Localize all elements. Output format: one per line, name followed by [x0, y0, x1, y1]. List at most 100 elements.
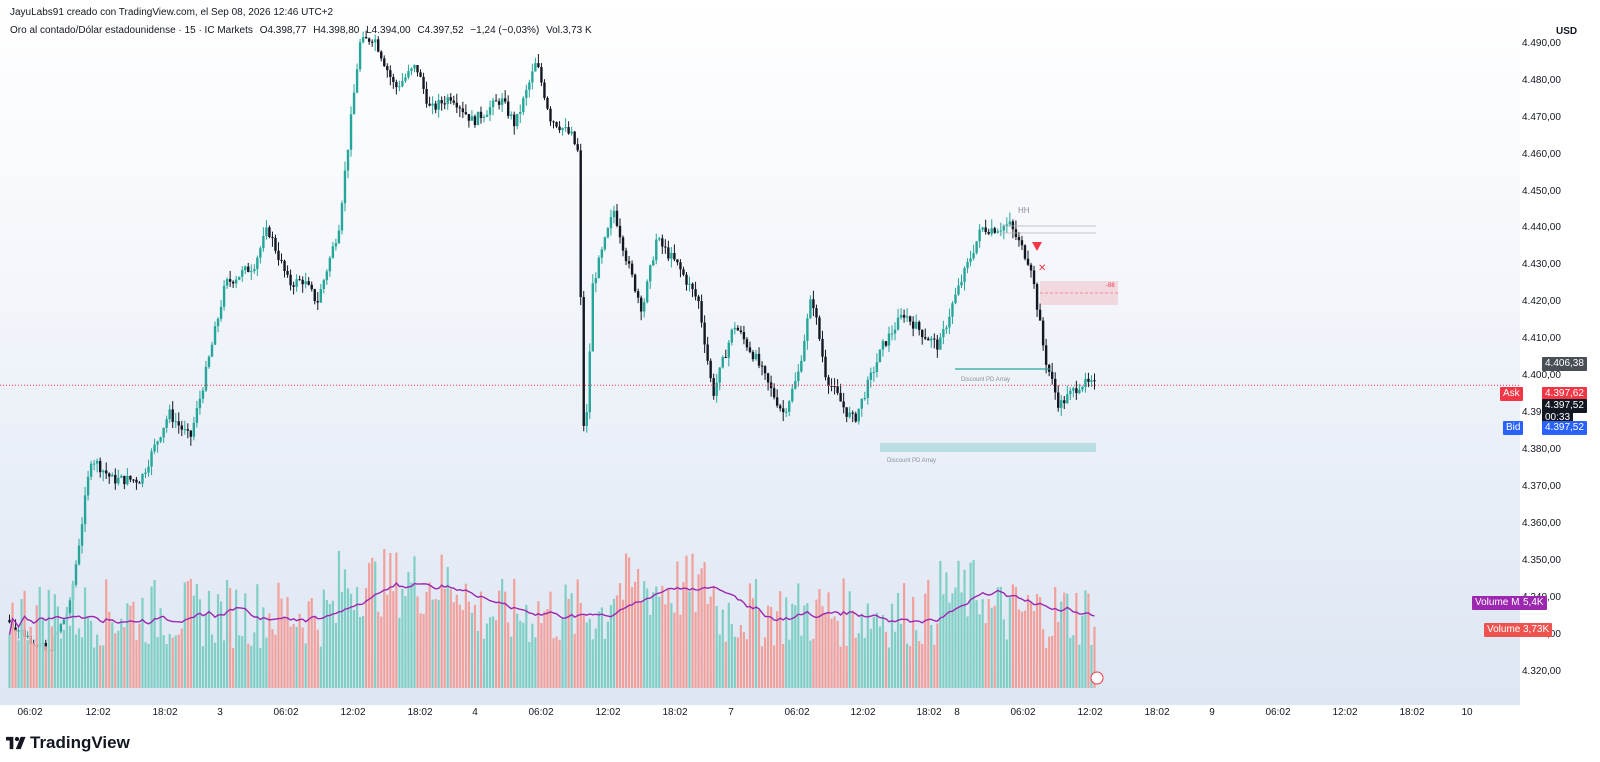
- volume-bar: [392, 591, 395, 688]
- candle-body: [754, 353, 758, 360]
- volume-bar: [757, 610, 761, 688]
- candle-body: [763, 366, 767, 374]
- volume-bar: [706, 603, 709, 688]
- symbol-legend[interactable]: Oro al contado/Dólar estadounidense · 15…: [10, 25, 596, 36]
- symbol-name[interactable]: Oro al contado/Dólar estadounidense · 15…: [10, 25, 253, 36]
- volume-bar: [1069, 637, 1072, 688]
- candle-body: [519, 112, 522, 114]
- candle-body: [470, 116, 474, 121]
- candle-body: [585, 412, 588, 426]
- volume-bar: [132, 601, 135, 688]
- discount-zone-lower: [880, 443, 1096, 452]
- volume-bar: [105, 579, 108, 688]
- volume-bar: [183, 582, 186, 688]
- candle-body: [168, 409, 171, 420]
- candle-body: [325, 271, 329, 281]
- volume-bar: [981, 599, 984, 688]
- candle-body: [800, 360, 803, 372]
- time-tick-label: 18:02: [152, 707, 178, 718]
- volume-bar: [35, 605, 38, 688]
- volume-bar: [371, 557, 374, 688]
- candle-body: [552, 121, 555, 123]
- volume-bar: [301, 627, 304, 688]
- volume-bar: [875, 612, 878, 688]
- candle-body: [902, 314, 906, 318]
- candle-body: [537, 63, 540, 68]
- candle-body: [697, 296, 700, 302]
- candle-body: [960, 281, 963, 286]
- volume-bar: [906, 643, 909, 688]
- chart-area[interactable]: [0, 0, 1520, 705]
- volume-bar: [102, 645, 105, 688]
- candle-body: [990, 228, 993, 234]
- price-tick-label: 4.490,00: [1522, 37, 1561, 49]
- candle-body: [349, 114, 353, 150]
- candle-body: [268, 227, 271, 238]
- candle-body: [742, 332, 746, 340]
- candle-body: [984, 227, 987, 233]
- volume-ma-value: 5,4K: [1520, 596, 1547, 610]
- volume-bar: [999, 586, 1002, 688]
- candle-body: [392, 77, 395, 83]
- candle-body: [108, 473, 111, 477]
- ohlc-open: O4.398,77: [259, 25, 307, 36]
- candle-body: [404, 77, 407, 81]
- time-tick-label: 18:02: [1144, 707, 1170, 718]
- volume-bar: [609, 605, 613, 688]
- volume-bar: [984, 623, 987, 688]
- volume-label: Volume: [1484, 623, 1524, 637]
- volume-bar: [123, 627, 126, 688]
- candle-body: [570, 131, 573, 134]
- candle-body: [621, 237, 625, 251]
- candle-body: [918, 321, 921, 330]
- time-axis[interactable]: [0, 705, 1520, 727]
- candle-body: [785, 411, 788, 413]
- tradingview-brand[interactable]: TradingView: [30, 733, 130, 752]
- candle-body: [736, 327, 740, 331]
- volume-bar: [597, 611, 600, 688]
- tradingview-logo-icon[interactable]: [6, 736, 28, 750]
- price-chart-svg[interactable]: ✕: [0, 0, 1520, 705]
- volume-bar: [62, 629, 66, 688]
- candle-body: [340, 203, 344, 231]
- time-tick-label: 12:02: [1077, 707, 1103, 718]
- candle-body: [367, 38, 371, 42]
- volume-bar: [29, 626, 32, 688]
- candle-body: [117, 477, 120, 484]
- volume-bar: [250, 645, 253, 688]
- candle-body: [642, 302, 646, 312]
- volume-bar: [38, 586, 41, 688]
- candle-body: [803, 340, 806, 361]
- volume-bar: [23, 590, 26, 688]
- volume-bar: [582, 615, 585, 688]
- ohlc-close: C4.397,52: [417, 25, 464, 36]
- volume-bar: [788, 639, 791, 688]
- volume-bar: [216, 594, 220, 688]
- candle-body: [760, 365, 764, 367]
- candle-body: [77, 545, 81, 565]
- currency-label[interactable]: USD: [1556, 26, 1578, 37]
- candle-body: [216, 318, 220, 327]
- volume-bar: [969, 562, 972, 688]
- volume-bar: [1029, 602, 1033, 688]
- volume-bar: [528, 642, 531, 688]
- volume-bar: [615, 595, 619, 688]
- candle-body: [522, 98, 525, 113]
- volume-ma-line: [8, 582, 1095, 635]
- volume-bar: [343, 569, 347, 688]
- volume-bar: [673, 612, 676, 688]
- volume-bar: [56, 606, 59, 688]
- candle-body: [664, 246, 667, 248]
- volume-bar: [627, 557, 631, 688]
- volume-bar: [117, 630, 120, 688]
- candle-body: [582, 297, 585, 426]
- volume-bar: [812, 638, 815, 688]
- volume-bar: [869, 628, 872, 688]
- volume-bar: [993, 605, 996, 688]
- candle-body: [98, 460, 102, 473]
- volume-bar: [96, 634, 99, 688]
- price-axis[interactable]: [1520, 0, 1600, 705]
- candle-body: [120, 475, 123, 478]
- volume-bar: [1026, 594, 1030, 688]
- volume-bar: [603, 638, 606, 688]
